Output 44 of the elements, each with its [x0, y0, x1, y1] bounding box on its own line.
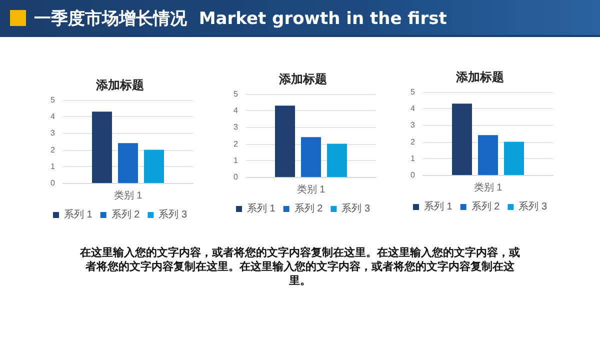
- y-tick-label: 1: [50, 162, 56, 171]
- chart-title: 添加标题: [278, 72, 327, 86]
- y-tick-label: 4: [410, 104, 416, 114]
- chart-title: 添加标题: [455, 70, 504, 84]
- y-tick-label: 4: [234, 106, 239, 116]
- text: 一季度市场增长情况 Market growth in the first: [34, 8, 447, 30]
- x-tick-label: 类别 1: [474, 182, 503, 194]
- legend-label: 系列 1: [64, 208, 93, 220]
- y-tick-label: 0: [50, 178, 56, 188]
- legend-label: 系列 2: [471, 200, 500, 212]
- legend-label: 系列 3: [158, 208, 188, 220]
- y-tick-label: 4: [50, 112, 56, 122]
- chart-title: 添加标题: [95, 78, 144, 92]
- x-tick-label: 类别 1: [114, 190, 143, 202]
- text: 在这里输入您的文字内容，或者将您的文字内容复制在这里。在这里输入您的文字内容，或者将您的文字内容复制在这里。在这里输入您的文字内容，或者将您的文字内容复制在这里。: [80, 246, 520, 288]
- y-tick-label: 2: [234, 139, 239, 148]
- y-tick-label: 2: [410, 137, 416, 146]
- bar: [504, 142, 524, 175]
- y-tick-label: 5: [410, 88, 416, 96]
- bar: [301, 137, 321, 177]
- legend-label: 系列 2: [111, 208, 140, 220]
- bar: [144, 150, 164, 183]
- bar: [452, 104, 472, 175]
- legend-label: 系列 2: [294, 202, 324, 214]
- legend-label: 系列 1: [246, 202, 276, 214]
- y-tick-label: 5: [234, 90, 239, 98]
- y-tick-label: 3: [234, 122, 239, 132]
- y-tick-label: 5: [50, 96, 56, 104]
- bar: [118, 143, 138, 183]
- legend-label: 系列 3: [342, 202, 370, 214]
- y-tick-label: 1: [234, 156, 239, 165]
- x-tick-label: 类别 1: [296, 184, 326, 196]
- bar: [275, 106, 295, 177]
- bar: [92, 112, 112, 183]
- legend-label: 系列 1: [424, 200, 453, 212]
- y-tick-label: 2: [50, 145, 56, 154]
- bar: [478, 135, 498, 175]
- y-tick-label: 1: [410, 154, 416, 163]
- y-tick-label: 0: [234, 172, 239, 182]
- bar: [327, 144, 347, 177]
- y-tick-label: 3: [50, 128, 56, 138]
- y-tick-label: 3: [410, 120, 416, 130]
- y-tick-label: 0: [410, 170, 416, 180]
- legend-label: 系列 3: [518, 200, 548, 212]
